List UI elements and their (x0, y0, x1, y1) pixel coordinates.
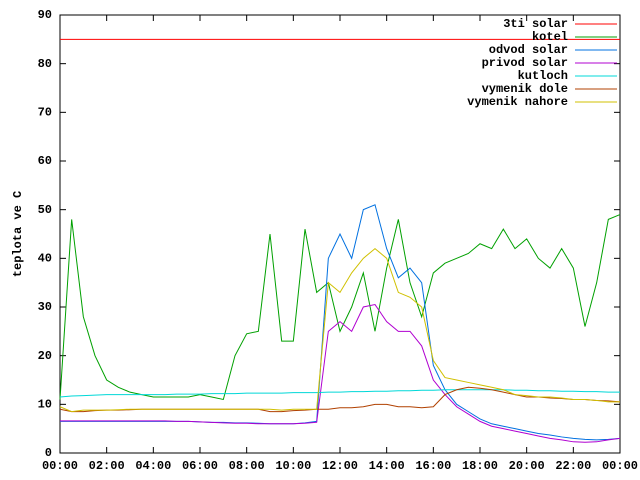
legend-label: 3ti solar (503, 17, 568, 31)
y-tick-label: 10 (38, 398, 52, 412)
x-tick-label: 20:00 (509, 459, 545, 473)
y-tick-label: 40 (38, 252, 52, 266)
y-tick-label: 90 (38, 8, 52, 22)
y-tick-label: 60 (38, 154, 52, 168)
legend-label: odvod solar (489, 43, 568, 57)
x-tick-label: 16:00 (415, 459, 451, 473)
legend-label: vymenik dole (482, 82, 568, 96)
series-line (60, 304, 621, 443)
legend-label: kotel (532, 30, 568, 44)
series-line (59, 389, 620, 398)
x-tick-label: 00:00 (42, 459, 78, 473)
x-tick-label: 14:00 (369, 459, 405, 473)
x-tick-label: 12:00 (322, 459, 358, 473)
series-line (60, 204, 621, 441)
x-tick-label: 18:00 (462, 459, 498, 473)
x-tick-label: 02:00 (89, 459, 125, 473)
x-tick-label: 10:00 (275, 459, 311, 473)
y-tick-label: 0 (45, 446, 52, 460)
x-tick-label: 00:00 (602, 459, 638, 473)
y-tick-label: 20 (38, 349, 52, 363)
y-tick-label: 70 (38, 106, 52, 120)
x-tick-label: 04:00 (135, 459, 171, 473)
x-tick-label: 06:00 (182, 459, 218, 473)
legend-label: kutloch (518, 69, 568, 83)
x-tick-label: 08:00 (229, 459, 265, 473)
y-axis-label: teplota ve C (11, 191, 25, 277)
series-line (59, 247, 620, 413)
y-tick-label: 50 (38, 203, 52, 217)
y-tick-label: 30 (38, 300, 52, 314)
y-tick-label: 80 (38, 57, 52, 71)
x-tick-label: 22:00 (555, 459, 591, 473)
series-line (59, 214, 621, 401)
legend-label: vymenik nahore (467, 95, 568, 109)
legend-label: privod solar (482, 56, 568, 70)
